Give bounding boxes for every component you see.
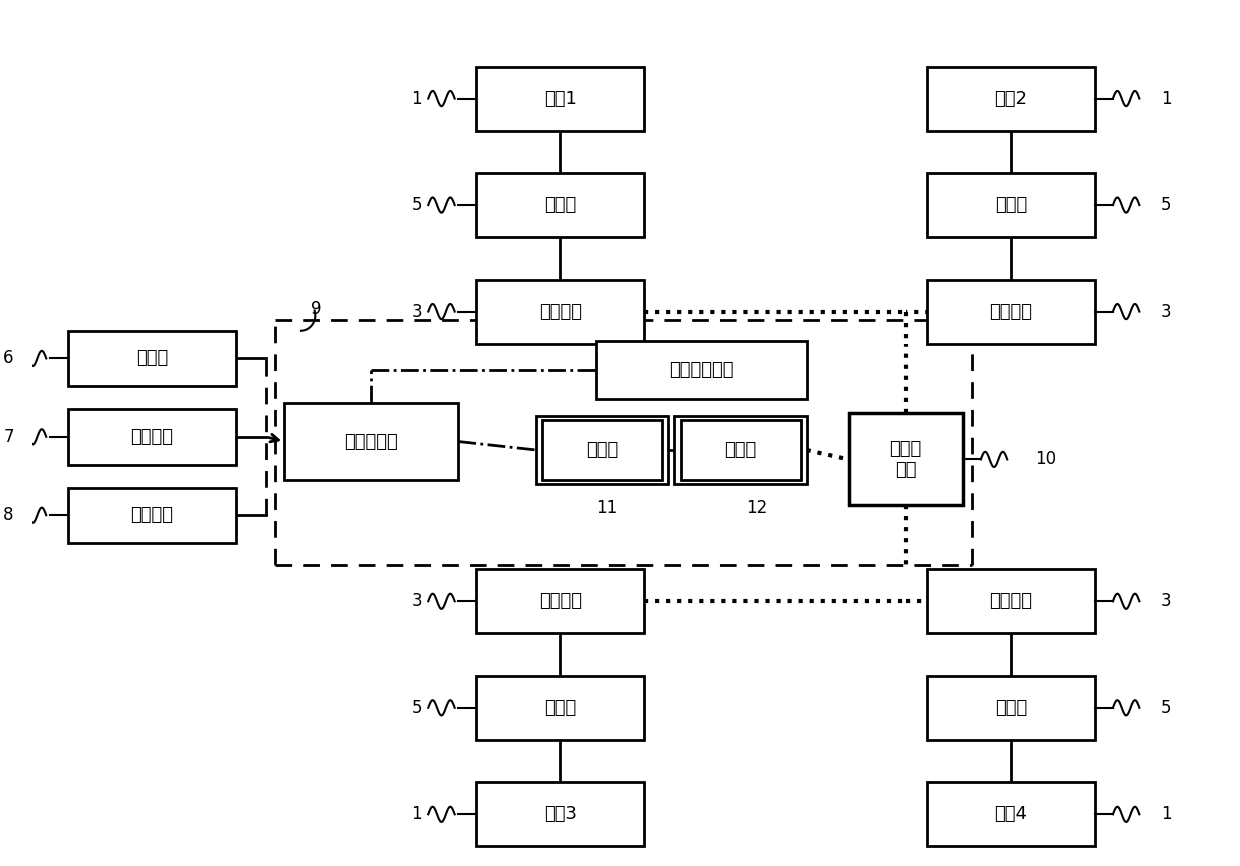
Text: 驱动部件: 驱动部件 xyxy=(990,592,1033,611)
Text: 高压控
制器: 高压控 制器 xyxy=(889,440,921,479)
Bar xyxy=(681,420,801,480)
Text: 车轮1: 车轮1 xyxy=(544,89,577,107)
Text: 减速器: 减速器 xyxy=(544,196,577,214)
Text: 加速踏板: 加速踏板 xyxy=(130,507,174,524)
Bar xyxy=(926,569,1095,633)
Bar xyxy=(926,675,1095,740)
Bar xyxy=(476,67,645,131)
Text: 车轮4: 车轮4 xyxy=(994,805,1027,824)
Text: 3: 3 xyxy=(412,302,423,320)
Bar xyxy=(542,420,662,480)
Text: 5: 5 xyxy=(412,699,423,717)
Text: 6: 6 xyxy=(4,350,14,367)
Text: 5: 5 xyxy=(1161,699,1172,717)
Text: 显示屏: 显示屏 xyxy=(136,350,169,367)
Text: 3: 3 xyxy=(1161,592,1172,611)
Text: 减速器: 减速器 xyxy=(544,699,577,717)
Bar xyxy=(68,488,236,543)
Bar xyxy=(476,569,645,633)
Text: 10: 10 xyxy=(1035,450,1056,469)
Text: 发动机: 发动机 xyxy=(587,441,619,459)
Text: 驱动部件: 驱动部件 xyxy=(990,302,1033,320)
Bar xyxy=(284,404,459,480)
Text: 1: 1 xyxy=(1161,805,1172,824)
Bar xyxy=(476,280,645,344)
Text: 9: 9 xyxy=(310,301,321,319)
Text: 1: 1 xyxy=(1161,89,1172,107)
Text: 1: 1 xyxy=(412,89,423,107)
Text: 3: 3 xyxy=(1161,302,1172,320)
Bar xyxy=(926,67,1095,131)
Text: 车轮3: 车轮3 xyxy=(544,805,577,824)
Text: 7: 7 xyxy=(4,428,14,446)
Text: 12: 12 xyxy=(746,499,768,517)
Bar xyxy=(537,416,668,484)
Bar xyxy=(675,416,807,484)
Text: 减速器: 减速器 xyxy=(994,699,1027,717)
Text: 驱动部件: 驱动部件 xyxy=(539,592,582,611)
Bar xyxy=(926,173,1095,237)
Bar xyxy=(596,341,807,399)
Bar xyxy=(476,173,645,237)
Text: 驱动部件: 驱动部件 xyxy=(539,302,582,320)
Bar xyxy=(68,409,236,464)
Text: 整车控制器: 整车控制器 xyxy=(345,432,398,450)
Text: 1: 1 xyxy=(412,805,423,824)
Bar xyxy=(848,413,962,506)
Bar xyxy=(476,675,645,740)
Text: 5: 5 xyxy=(1161,196,1172,214)
Text: 8: 8 xyxy=(4,507,14,524)
Text: 操作元件: 操作元件 xyxy=(130,428,174,446)
Text: 5: 5 xyxy=(412,196,423,214)
Text: 减速器: 减速器 xyxy=(994,196,1027,214)
Text: 车轮2: 车轮2 xyxy=(994,89,1027,107)
Text: 液压转向系统: 液压转向系统 xyxy=(670,361,734,379)
Bar xyxy=(476,782,645,846)
Bar xyxy=(926,782,1095,846)
Bar xyxy=(926,280,1095,344)
Text: 11: 11 xyxy=(596,499,618,517)
Text: 发电机: 发电机 xyxy=(724,441,756,459)
Bar xyxy=(68,331,236,386)
Text: 3: 3 xyxy=(412,592,423,611)
